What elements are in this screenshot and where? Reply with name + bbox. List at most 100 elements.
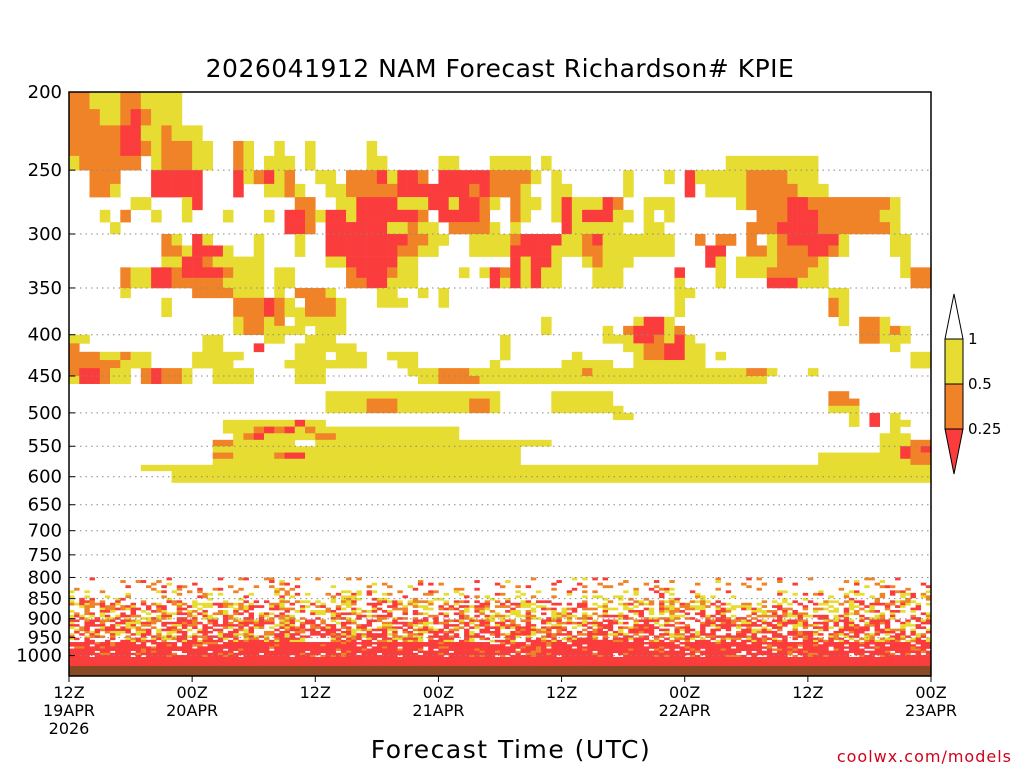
heatmap-cell: [305, 635, 311, 638]
heatmap-cell: [510, 197, 521, 211]
heatmap-cell: [530, 267, 542, 279]
heatmap-cell: [689, 617, 696, 620]
heatmap-cell: [484, 595, 491, 599]
heatmap-cell: [889, 426, 901, 434]
heatmap-cell: [320, 619, 326, 623]
heatmap-cell: [602, 644, 609, 647]
heatmap-cell: [874, 614, 880, 618]
heatmap-cell: [797, 619, 804, 623]
heatmap-cell: [320, 648, 326, 651]
heatmap-cell: [633, 621, 639, 625]
heatmap-cell: [905, 642, 911, 645]
heatmap-cell: [74, 602, 80, 606]
heatmap-cell: [925, 656, 932, 660]
heatmap-cell: [489, 626, 496, 629]
heatmap-cell: [741, 639, 747, 643]
heatmap-cell: [705, 605, 711, 608]
heatmap-cell: [848, 405, 860, 414]
heatmap-cell: [253, 470, 265, 478]
heatmap-cell: [212, 245, 224, 257]
heatmap-cell: [310, 652, 316, 656]
heatmap-cell: [438, 652, 444, 656]
heatmap-cell: [166, 633, 172, 636]
heatmap-cell: [628, 644, 634, 647]
heatmap-cell: [915, 619, 922, 623]
heatmap-cell: [253, 297, 265, 308]
heatmap-cell: [602, 368, 614, 377]
heatmap-cell: [294, 610, 301, 613]
heatmap-cell: [900, 654, 906, 658]
heatmap-cell: [464, 646, 470, 649]
heatmap-cell: [530, 233, 542, 246]
heatmap-cell: [874, 630, 880, 634]
heatmap-cell: [895, 654, 901, 658]
heatmap-cell: [633, 592, 639, 596]
heatmap-cell: [212, 439, 224, 447]
heatmap-cell: [253, 256, 265, 268]
heatmap-cell: [284, 209, 296, 223]
heatmap-cell: [330, 628, 337, 632]
heatmap-cell: [104, 626, 111, 629]
heatmap-cell: [510, 256, 521, 268]
heatmap-cell: [889, 464, 901, 472]
heatmap-cell: [340, 597, 347, 601]
heatmap-cell: [356, 577, 362, 581]
heatmap-cell: [448, 452, 460, 460]
heatmap-cell: [402, 650, 408, 654]
heatmap-cell: [659, 600, 665, 604]
heatmap-cell: [869, 470, 880, 478]
heatmap-cell: [371, 648, 378, 651]
heatmap-cell: [233, 256, 244, 268]
heatmap-cell: [766, 183, 778, 198]
heatmap-cell: [674, 610, 680, 613]
heatmap-cell: [366, 245, 378, 257]
heatmap-cell: [243, 316, 255, 327]
heatmap-cell: [263, 419, 275, 427]
heatmap-cell: [381, 614, 388, 618]
heatmap-cell: [279, 614, 285, 618]
heatmap-cell: [263, 155, 275, 171]
heatmap-cell: [115, 614, 121, 618]
heatmap-cell: [818, 646, 824, 649]
heatmap-cell: [684, 617, 691, 620]
heatmap-cell: [120, 644, 126, 647]
heatmap-cell: [263, 612, 270, 616]
heatmap-cell: [674, 297, 686, 308]
heatmap-cell: [376, 639, 383, 643]
heatmap-cell: [289, 624, 296, 627]
heatmap-cell: [274, 307, 285, 318]
heatmap-cell: [659, 587, 665, 591]
heatmap-cell: [833, 635, 839, 638]
heatmap-cell: [546, 633, 552, 636]
heatmap-cell: [212, 287, 224, 299]
heatmap-cell: [905, 656, 911, 660]
heatmap-cell: [397, 656, 403, 660]
heatmap-cell: [766, 155, 778, 171]
heatmap-cell: [407, 446, 419, 453]
heatmap-cell: [274, 287, 285, 299]
heatmap-cell: [458, 452, 470, 460]
heatmap-cell: [325, 233, 337, 246]
heatmap-cell: [69, 610, 75, 613]
heatmap-cell: [900, 590, 906, 594]
heatmap-cells: [69, 92, 932, 483]
heatmap-cell: [889, 659, 896, 662]
heatmap-cell: [233, 661, 239, 664]
heatmap-cell: [453, 659, 460, 662]
heatmap-cell: [140, 368, 152, 377]
heatmap-cell: [582, 470, 593, 478]
heatmap-cell: [643, 245, 655, 257]
heatmap-cell: [202, 659, 208, 662]
heatmap-cell: [356, 183, 367, 198]
heatmap-cell: [525, 585, 532, 589]
heatmap-cell: [915, 617, 922, 620]
heatmap-cell: [156, 637, 162, 641]
heatmap-cell: [689, 628, 696, 632]
heatmap-cell: [797, 621, 804, 625]
heatmap-cell: [443, 630, 449, 634]
heatmap-cell: [869, 605, 875, 608]
heatmap-cell: [771, 642, 778, 645]
heatmap-cell: [474, 633, 480, 636]
heatmap-cell: [387, 351, 398, 361]
heatmap-cell: [238, 577, 244, 581]
